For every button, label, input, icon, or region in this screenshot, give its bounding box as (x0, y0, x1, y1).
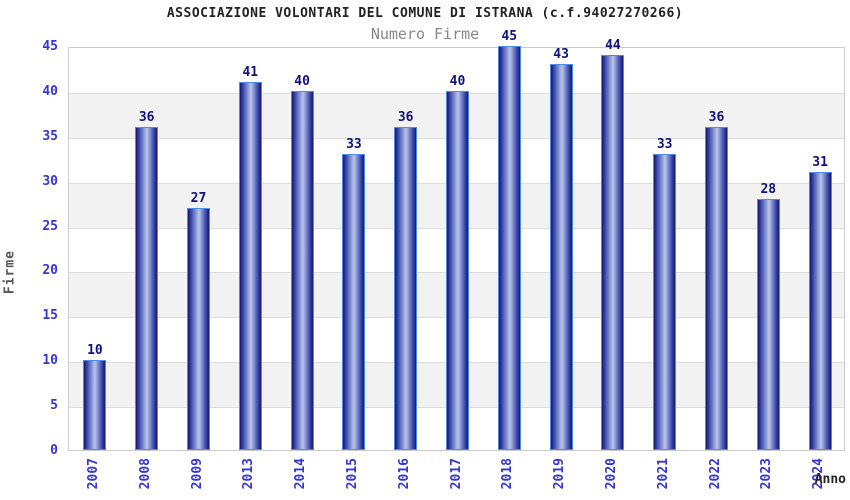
bar-value-label: 27 (190, 190, 207, 206)
bar-2009 (187, 207, 210, 450)
x-tick-2017: 2017 (448, 458, 464, 490)
plot-area: 10 36 27 41 40 33 36 40 45 43 44 33 36 28 31 (68, 30, 845, 451)
y-tick-15: 15 (42, 308, 58, 324)
bar-value-label: 33 (346, 136, 362, 152)
bar-2022 (705, 126, 728, 450)
x-tick-2022: 2022 (707, 458, 723, 490)
bar-2008 (135, 126, 159, 450)
y-tick-35: 35 (42, 128, 58, 144)
x-tick-2008: 2008 (137, 458, 153, 490)
bar-value-label: 40 (294, 73, 310, 89)
chart-title: ASSOCIAZIONE VOLONTARI DEL COMUNE DI IST… (166, 6, 684, 21)
bar-2023 (756, 198, 780, 450)
x-tick-2007: 2007 (85, 458, 101, 490)
y-tick-30: 30 (42, 173, 58, 189)
bar-2007 (83, 360, 107, 450)
x-tick-2021: 2021 (655, 458, 671, 490)
bar-value-label: 43 (553, 46, 569, 62)
x-axis-label: Anno (814, 472, 846, 487)
y-tick-0: 0 (50, 443, 58, 458)
x-tick-2023: 2023 (759, 458, 775, 490)
bar-2015 (342, 153, 366, 450)
bar-2018 (497, 46, 521, 450)
bar-value-label: 45 (501, 29, 518, 44)
bar-2013 (238, 81, 262, 450)
bar-2014 (290, 90, 314, 450)
y-tick-25: 25 (42, 218, 58, 234)
bar-value-label: 36 (138, 109, 155, 125)
bar-value-label: 40 (449, 73, 466, 89)
bar-value-label: 28 (760, 181, 777, 197)
bar-value-label: 36 (397, 109, 414, 125)
bar-2017 (446, 90, 469, 450)
bar-value-label: 41 (242, 64, 259, 80)
y-tick-5: 5 (50, 398, 58, 414)
x-tick-2016: 2016 (396, 458, 412, 490)
bar-2021 (653, 153, 677, 450)
y-tick-45: 45 (42, 39, 58, 54)
y-tick-10: 10 (42, 353, 58, 369)
bar-value-label: 36 (708, 109, 725, 125)
bar-value-label: 31 (812, 154, 828, 170)
bar-value-label: 33 (656, 136, 673, 152)
chart-subtitle: Numero Firme (370, 25, 480, 43)
x-tick-2009: 2009 (189, 458, 205, 490)
x-tick-2020: 2020 (603, 458, 619, 490)
x-tick-2015: 2015 (344, 458, 360, 490)
bar-2020 (601, 54, 625, 450)
bar-2019 (549, 63, 573, 450)
bar-2024 (808, 171, 832, 450)
y-tick-20: 20 (42, 263, 58, 279)
bar-2016 (394, 126, 418, 450)
bar-value-label: 10 (87, 343, 103, 359)
x-tick-2013: 2013 (241, 458, 257, 490)
bar-value-label: 44 (605, 37, 621, 53)
x-tick-2018: 2018 (500, 458, 516, 490)
x-tick-2019: 2019 (552, 458, 568, 490)
x-tick-2014: 2014 (293, 458, 309, 490)
y-tick-40: 40 (42, 83, 58, 99)
